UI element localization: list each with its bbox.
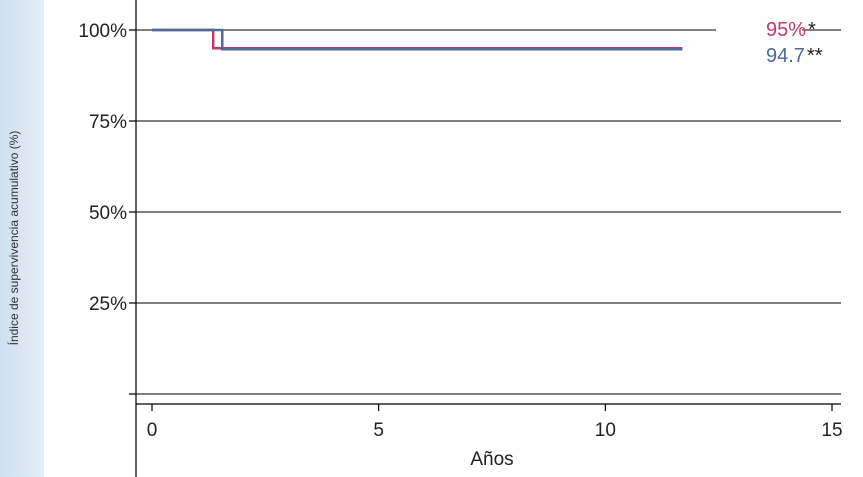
chart-frame: 100% 75% 50% 25% 0 5 10 15 95% * 94.7 ** Años <box>44 0 863 477</box>
series-group <box>152 28 683 51</box>
y-tick-label: 25% <box>89 294 127 315</box>
axes <box>135 0 841 477</box>
y-tick-label: 100% <box>78 21 127 42</box>
y-label-strip: Índice de supervivencia acumulativo (%) <box>6 131 21 346</box>
x-tick-label: 0 <box>147 420 158 441</box>
end-label-mark: ** <box>807 45 823 67</box>
y-tick-label: 75% <box>89 112 127 133</box>
x-tick-label: 10 <box>595 420 616 441</box>
series-line-1 <box>152 28 683 51</box>
x-tick-label: 15 <box>821 420 842 441</box>
end-label-value: 94.7 <box>766 45 805 67</box>
series-line-0 <box>152 28 683 50</box>
y-axis-label: Índice de supervivencia acumulativo (%) <box>6 131 21 346</box>
end-label-mask <box>716 24 802 38</box>
y-tick-label: 50% <box>89 203 127 224</box>
end-label-1: 94.7 ** <box>766 45 823 67</box>
end-label-mark: * <box>808 19 816 41</box>
x-axis-label: Años <box>470 449 513 470</box>
x-ticks: 0 5 10 15 <box>147 404 843 441</box>
end-label-value: 95% <box>766 19 806 41</box>
y-ticks: 100% 75% 50% 25% <box>78 21 136 395</box>
end-labels: 95% *94.7 ** <box>716 19 823 67</box>
grid-lines <box>136 29 841 395</box>
survival-chart: 100%75%50%25% 0 5 10 15 95% *94.7 ** Años <box>78 0 843 477</box>
x-tick-label: 5 <box>373 420 384 441</box>
end-label-0: 95% * <box>766 19 816 41</box>
